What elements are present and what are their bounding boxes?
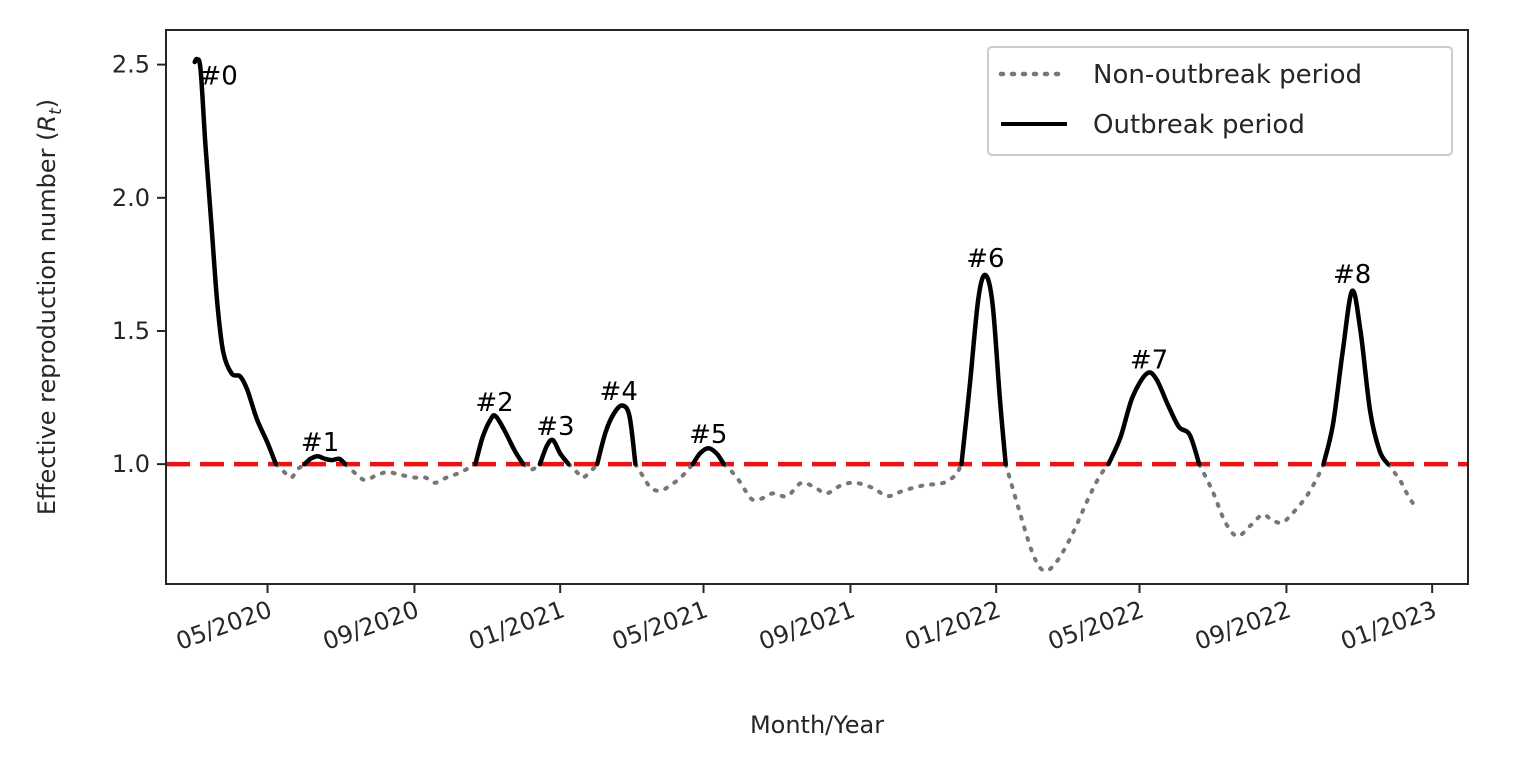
y-tick-label: 2.0 bbox=[112, 184, 150, 212]
non-outbreak-segment bbox=[566, 462, 600, 480]
x-tick-label: 09/2021 bbox=[755, 595, 858, 655]
non-outbreak-segment bbox=[1386, 462, 1418, 509]
plot-frame bbox=[165, 29, 1469, 585]
peak-label: #1 bbox=[301, 428, 339, 458]
non-outbreak-segment bbox=[521, 462, 542, 472]
outbreak-segment bbox=[1321, 288, 1391, 467]
legend-label-non-outbreak: Non-outbreak period bbox=[1093, 60, 1362, 90]
outbreak-segment bbox=[473, 413, 526, 467]
outbreak-segment bbox=[594, 403, 638, 467]
non-outbreak-segment bbox=[1003, 462, 1111, 573]
non-outbreak-segment bbox=[273, 462, 307, 480]
y-tick-label: 1.5 bbox=[112, 317, 150, 345]
x-axis: 05/2020 09/2020 01/2021 05/2021 09/2021 01/20… bbox=[172, 584, 1440, 656]
outbreak-segment bbox=[1106, 370, 1202, 467]
x-tick-label: 01/2023 bbox=[1337, 595, 1440, 655]
peak-label: #0 bbox=[199, 62, 237, 92]
outbreak-segment bbox=[959, 272, 1008, 467]
peak-label: #5 bbox=[689, 420, 727, 450]
legend-box bbox=[987, 46, 1453, 156]
outbreak-segment bbox=[690, 445, 727, 467]
x-tick-label: 09/2020 bbox=[319, 595, 422, 655]
peak-label: #8 bbox=[1333, 260, 1371, 290]
legend-label-outbreak: Outbreak period bbox=[1093, 110, 1305, 140]
outbreak-segment bbox=[537, 437, 571, 467]
y-tick-label: 2.5 bbox=[112, 51, 150, 79]
peak-label: #7 bbox=[1130, 345, 1168, 375]
x-tick-label: 05/2021 bbox=[608, 595, 711, 655]
x-tick-label: 01/2021 bbox=[465, 595, 568, 655]
x-tick-label: 05/2022 bbox=[1044, 595, 1147, 655]
x-tick-label: 05/2020 bbox=[172, 595, 275, 655]
legend: Non-outbreak period Outbreak period bbox=[987, 46, 1453, 156]
x-axis-title: Month/Year bbox=[750, 711, 884, 739]
y-axis-title: Effective reproduction number (Rt) bbox=[33, 99, 66, 515]
outbreak-segment bbox=[302, 453, 348, 467]
non-outbreak-segment bbox=[343, 462, 478, 485]
x-tick-label: 09/2022 bbox=[1191, 595, 1294, 655]
y-tick-label: 1.0 bbox=[112, 450, 150, 478]
series-layer bbox=[192, 56, 1418, 573]
peak-label: #4 bbox=[600, 377, 638, 407]
non-outbreak-segment bbox=[721, 462, 964, 503]
annotation-layer: #0 #1 #2 #3 #4 #5 #6 #7 #8 bbox=[199, 62, 1371, 458]
peak-label: #2 bbox=[475, 388, 513, 418]
y-axis: 1.0 1.5 2.0 2.5 bbox=[112, 51, 166, 478]
non-outbreak-segment bbox=[1197, 462, 1326, 539]
x-tick-label: 01/2022 bbox=[901, 595, 1004, 655]
peak-label: #3 bbox=[536, 412, 574, 442]
outbreak-segment bbox=[192, 56, 279, 467]
peak-label: #6 bbox=[966, 244, 1004, 274]
